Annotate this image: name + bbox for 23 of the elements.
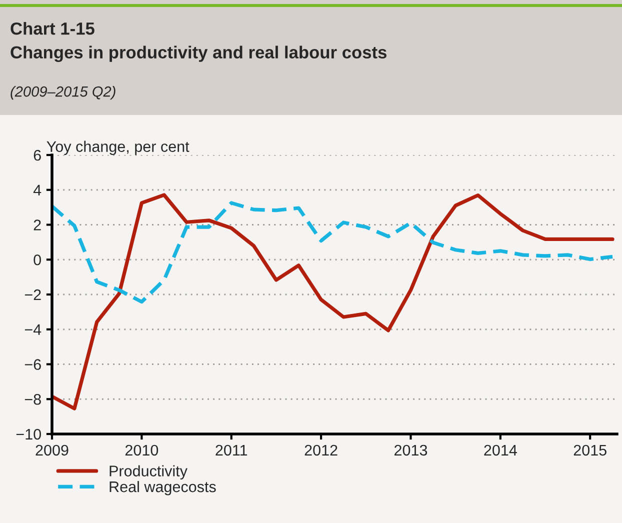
y-tick-label: −8 — [24, 394, 41, 405]
legend-label: Real wagecosts — [110, 480, 216, 496]
y-tick-label: 6 — [34, 150, 41, 161]
legend-label: Productivity — [110, 465, 188, 480]
y-tick-label: −10 — [16, 428, 41, 440]
x-tick-label: 2014 — [484, 444, 517, 456]
y-axis-title: Yoy change, per cent — [46, 140, 190, 155]
x-tick-label: 2013 — [394, 444, 428, 456]
y-tick-label: 2 — [34, 220, 41, 230]
line-series — [52, 193, 614, 410]
x-tick-label: 2010 — [125, 444, 158, 456]
x-tick-label: 2011 — [216, 444, 248, 456]
chart-title: Chart 1-15 Changes in productivity and real labour costs — [10, 22, 386, 62]
chart-subtitle: (2009–2015 Q2) — [10, 86, 116, 100]
x-tick-label: 2009 — [36, 444, 68, 456]
y-tick-label: −6 — [24, 359, 41, 370]
y-tick-label: 0 — [34, 254, 41, 266]
x-tick-label: 2012 — [304, 444, 338, 456]
line-series — [52, 201, 614, 304]
x-tick-label: 2015 — [574, 444, 606, 456]
y-tick-label: −4 — [24, 324, 42, 335]
y-tick-label: −2 — [24, 289, 41, 300]
y-tick-label: 4 — [33, 184, 42, 196]
